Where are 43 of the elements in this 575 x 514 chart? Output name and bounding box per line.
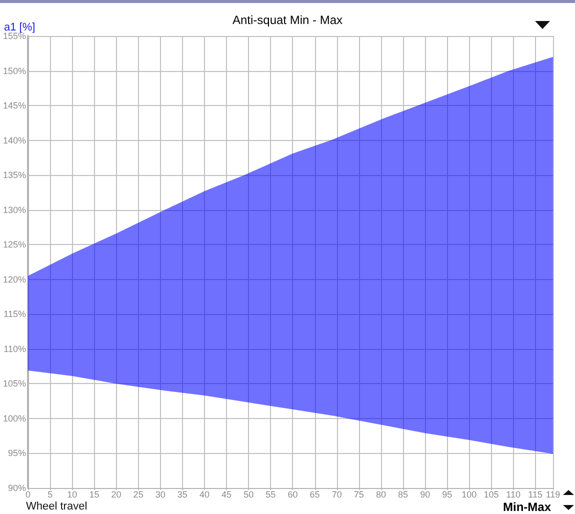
x-tick-label: 15	[89, 490, 100, 500]
x-tick-label: 75	[354, 490, 364, 500]
x-tick-label: 85	[398, 490, 408, 500]
y-tick-label: 90%	[8, 483, 26, 493]
x-tick-label: 0	[26, 490, 31, 500]
x-tick-label: 5	[48, 490, 53, 500]
y-tick-label: 120%	[2, 274, 26, 284]
y-tick-label: 100%	[2, 413, 26, 424]
y-tick-label: 95%	[8, 448, 26, 458]
y-tick-label: 145%	[2, 100, 26, 111]
y-tick-label: 105%	[2, 378, 26, 389]
x-tick-label: 65	[310, 490, 320, 500]
x-tick-label: 50	[244, 490, 254, 500]
y-tick-label: 155%	[2, 31, 26, 41]
x-tick-label: 115	[528, 490, 543, 500]
x-tick-label: 90	[420, 490, 430, 500]
x-tick-label: 55	[266, 490, 276, 500]
chart-title: Anti-squat Min - Max	[232, 13, 343, 27]
x-tick-label: 20	[111, 490, 122, 500]
x-tick-label: 25	[133, 490, 144, 500]
x-tick-label: 10	[67, 490, 78, 500]
y-tick-label: 135%	[2, 170, 26, 180]
x-tick-label: 110	[506, 490, 520, 500]
x-tick-label: 60	[288, 490, 298, 500]
y-tick-label: 150%	[2, 66, 26, 76]
x-tick-label: 30	[155, 490, 166, 500]
x-tick-label: 35	[177, 490, 188, 500]
x-tick-label: 95	[442, 490, 452, 500]
x-axis-title: Wheel travel	[26, 500, 88, 512]
y-tick-label: 110%	[4, 344, 26, 354]
y-tick-label: 140%	[2, 135, 26, 146]
x-tick-label: 80	[376, 490, 386, 500]
x-tick-label: 45	[222, 490, 232, 500]
x-tick-label: 100	[462, 490, 477, 500]
x-tick-label: 105	[484, 490, 499, 500]
y-tick-label: 130%	[2, 204, 26, 215]
x-tick-label: 40	[199, 490, 210, 500]
y-axis-title: a1 [%]	[4, 22, 36, 34]
x-tick-label: 119	[546, 490, 560, 500]
y-tick-label: 125%	[2, 240, 26, 250]
y-tick-label: 115%	[4, 309, 26, 320]
text: Min-Max	[503, 500, 552, 514]
x-tick-label: 70	[332, 490, 342, 500]
